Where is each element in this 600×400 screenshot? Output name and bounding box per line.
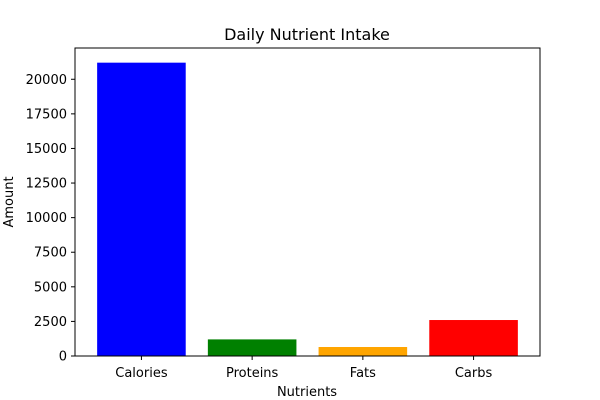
y-axis-label: Amount (2, 176, 17, 227)
x-tick-label: Carbs (455, 366, 493, 381)
plot-frame (74, 47, 541, 357)
y-axis: 0 2500 5000 7500 10000 12500 15000 17500 20000 (26, 73, 75, 365)
y-tick-label: 15000 (26, 142, 67, 157)
y-tick-label: 5000 (34, 280, 67, 295)
bars-layer (97, 62, 518, 357)
bar-fats (318, 347, 408, 356)
y-tick-label: 7500 (34, 246, 67, 261)
y-tick-label: 20000 (26, 73, 67, 88)
x-tick-label: Proteins (226, 366, 279, 381)
y-tick-label: 12500 (26, 177, 67, 192)
bar-carbs (429, 320, 518, 356)
bar-proteins (207, 339, 297, 356)
chart-title: Daily Nutrient Intake (224, 25, 390, 44)
bar-calories (97, 62, 186, 357)
x-tick-label: Fats (350, 366, 376, 381)
x-axis-label: Nutrients (277, 385, 337, 400)
y-tick-label: 2500 (34, 315, 67, 330)
x-axis: Calories Proteins Fats Carbs (115, 356, 493, 381)
x-tick-label: Calories (115, 366, 168, 381)
y-tick-label: 0 (59, 350, 67, 365)
y-tick-label: 17500 (26, 107, 67, 122)
y-tick-label: 10000 (26, 211, 67, 226)
